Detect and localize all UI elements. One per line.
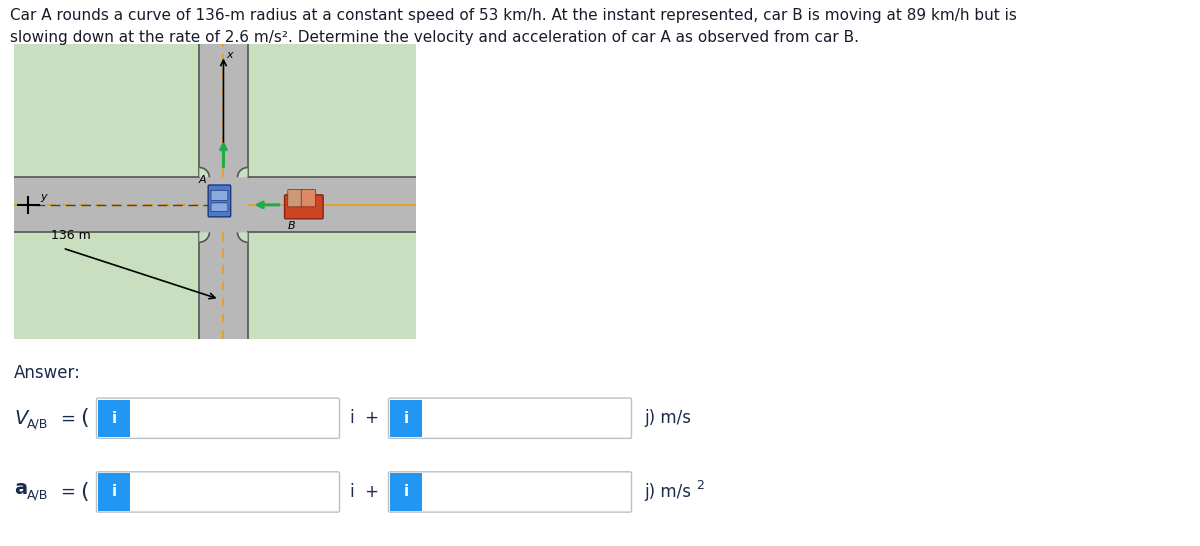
Text: x: x <box>227 50 233 60</box>
Text: =: = <box>60 483 74 501</box>
Wedge shape <box>199 233 209 242</box>
FancyBboxPatch shape <box>301 189 316 207</box>
Text: A/B: A/B <box>28 488 48 501</box>
Text: i: i <box>112 411 116 426</box>
Text: Car A rounds a curve of 136-m radius at a constant speed of 53 km/h. At the inst: Car A rounds a curve of 136-m radius at … <box>10 8 1016 23</box>
Bar <box>390 473 422 511</box>
Bar <box>98 400 130 437</box>
Text: i  +: i + <box>350 483 379 501</box>
Bar <box>14 177 416 233</box>
Text: =: = <box>60 410 74 427</box>
Text: (: ( <box>80 482 89 502</box>
Text: i: i <box>112 484 116 500</box>
Bar <box>199 44 247 339</box>
Bar <box>390 400 422 437</box>
FancyBboxPatch shape <box>288 189 302 207</box>
FancyBboxPatch shape <box>96 472 340 512</box>
FancyBboxPatch shape <box>284 195 323 219</box>
Text: (: ( <box>80 408 89 428</box>
Text: i  +: i + <box>350 410 379 427</box>
Wedge shape <box>238 233 247 242</box>
FancyBboxPatch shape <box>389 398 631 438</box>
FancyBboxPatch shape <box>96 398 340 438</box>
Text: A: A <box>198 175 206 186</box>
Text: A/B: A/B <box>28 418 48 431</box>
FancyBboxPatch shape <box>208 185 230 217</box>
Text: B: B <box>288 221 295 231</box>
Text: slowing down at the rate of 2.6 m/s². Determine the velocity and acceleration of: slowing down at the rate of 2.6 m/s². De… <box>10 30 859 45</box>
Text: 136 m: 136 m <box>50 229 90 242</box>
Text: y: y <box>41 192 47 201</box>
Text: a: a <box>14 479 28 498</box>
Text: j) m/s: j) m/s <box>644 483 691 501</box>
Wedge shape <box>199 168 209 177</box>
Text: i: i <box>403 411 408 426</box>
Wedge shape <box>238 168 247 177</box>
Text: i: i <box>403 484 408 500</box>
Text: j) m/s: j) m/s <box>644 410 691 427</box>
Bar <box>98 473 130 511</box>
Text: 2: 2 <box>696 478 704 491</box>
FancyBboxPatch shape <box>389 472 631 512</box>
Text: V: V <box>14 409 28 428</box>
FancyBboxPatch shape <box>211 203 228 211</box>
Text: Answer:: Answer: <box>14 364 80 382</box>
FancyBboxPatch shape <box>211 191 228 200</box>
